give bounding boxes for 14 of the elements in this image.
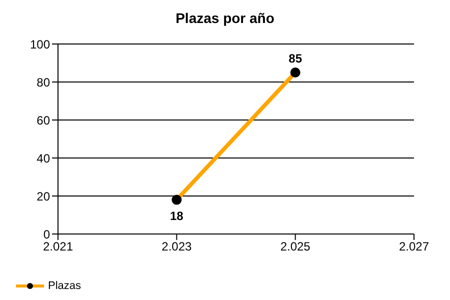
chart-title: Plazas por año <box>174 10 276 26</box>
data-label: 85 <box>288 52 302 66</box>
legend-label: Plazas <box>48 280 82 292</box>
y-tick-label: 0 <box>43 227 50 242</box>
x-tick-label: 2.021 <box>42 240 74 254</box>
data-label: 18 <box>170 208 184 223</box>
x-tick-label: 2.023 <box>162 240 192 254</box>
y-tick-label: 40 <box>36 151 50 166</box>
y-tick-label: 60 <box>36 113 50 128</box>
y-tick-label: 20 <box>36 189 50 204</box>
x-tick-label: 2.025 <box>280 240 311 254</box>
y-tick-label: 100 <box>30 37 50 52</box>
y-tick-label: 80 <box>36 75 50 90</box>
x-tick-label: 2.027 <box>398 240 430 254</box>
